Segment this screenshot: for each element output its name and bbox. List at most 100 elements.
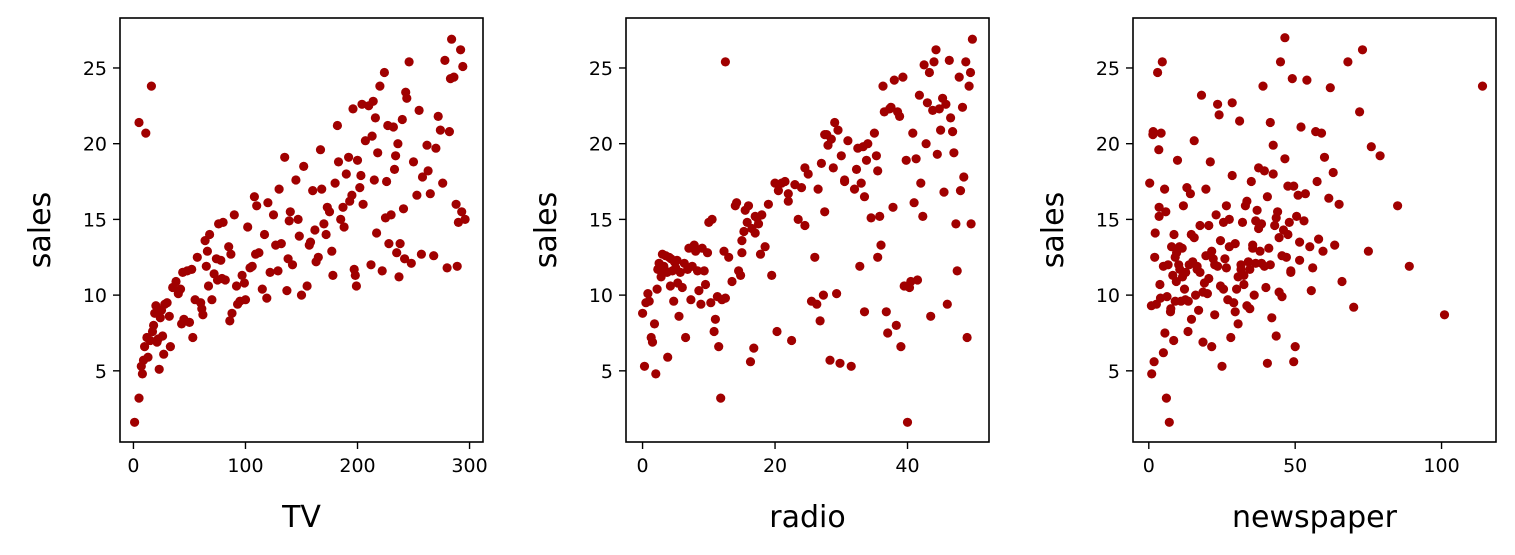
scatter-point [681,332,691,343]
scatter-point [1264,243,1274,253]
scatter-point [1201,184,1211,194]
scatter-point [1248,243,1258,253]
scatter-point [898,72,908,82]
data-points [638,34,978,427]
scatter-point [130,417,140,427]
scatter-point [686,295,696,305]
scatter-point [447,34,457,44]
scatter-point [162,298,172,308]
scatter-point [328,270,338,280]
data-points [130,34,470,427]
scatter-point [1221,263,1231,273]
scatter-point [1160,328,1170,338]
scatter-point [397,114,407,125]
scatter-point [1259,166,1269,176]
scatter-panel-radio: 0 20 40 5 10 15 20 25 radio sales [529,17,990,535]
y-tick-label: 10 [83,285,107,307]
scatter-point [961,57,971,67]
scatter-point [1195,267,1205,277]
scatter-point [154,364,164,374]
scatter-point [1161,207,1171,217]
scatter-point [714,342,724,352]
plot-frame [625,17,990,443]
scatter-point [909,198,919,208]
scatter-point [140,342,150,352]
scatter-point [429,251,439,261]
scatter-point [643,289,653,299]
scatter-point [732,198,742,208]
scatter-point [433,111,443,121]
scatter-point [914,90,925,100]
scatter-point [1337,276,1347,287]
scatter-point [859,192,870,202]
scatter-point [355,183,365,193]
scatter-point [1227,170,1237,181]
scatter-point [889,75,899,85]
scatter-point [377,266,387,276]
scatter-point [293,214,303,224]
scatter-point [400,254,410,264]
scatter-point [1256,258,1267,268]
x-tick-label: 0 [1143,455,1155,477]
scatter-point [273,266,283,276]
scatter-point [345,196,355,206]
scatter-point [1375,151,1385,161]
scatter-point [265,267,275,277]
scatter-point [828,163,838,173]
scatter-point [164,311,174,321]
x-tick-label: 50 [1283,455,1307,477]
scatter-point [1262,192,1272,202]
x-ticks: 0 50 100 [1143,442,1460,477]
scatter-point [1349,302,1359,312]
scatter-point [967,34,978,44]
scatter-point [134,117,144,128]
scatter-point [1308,263,1318,273]
scatter-point [672,255,682,265]
scatter-point [1255,246,1265,256]
scatter-point [217,273,227,284]
scatter-point [855,261,865,271]
scatter-point [812,299,822,309]
y-tick-label: 5 [1108,361,1120,383]
scatter-point [1302,75,1312,85]
y-tick-label: 20 [1096,134,1120,156]
scatter-point [398,204,409,214]
scatter-point [440,55,450,65]
scatter-point [375,81,385,91]
scatter-point [830,117,840,128]
scatter-point [1393,201,1403,211]
scatter-point [1145,178,1155,188]
scatter-point [412,190,422,200]
scatter-point [863,139,873,149]
scatter-point [912,275,923,285]
y-ticks: 5 10 15 20 25 [589,58,626,383]
scatter-point [1319,152,1330,162]
scatter-point [263,198,273,208]
scatter-point [1148,127,1158,137]
scatter-point [321,229,331,240]
scatter-point [330,178,340,188]
scatter-point [1183,296,1193,306]
scatter-point [1243,257,1253,267]
scatter-point [772,326,782,337]
scatter-point [1293,190,1303,200]
scatter-point [227,308,237,318]
scatter-point [1155,293,1166,303]
scatter-point [315,145,326,155]
y-axis-label: sales [1036,192,1071,268]
scatter-point [957,102,968,112]
plot-frame [1132,17,1497,443]
scatter-point [282,286,292,296]
scatter-point [1215,236,1226,246]
scatter-point [1300,189,1310,199]
y-tick-label: 25 [83,58,107,80]
scatter-point [901,155,911,165]
scatter-point [835,358,845,368]
scatter-point [1242,196,1252,206]
scatter-point [218,217,228,227]
scatter-point [417,172,428,182]
scatter-point [760,242,770,252]
scatter-point [908,128,918,138]
scatter-point [393,139,403,149]
